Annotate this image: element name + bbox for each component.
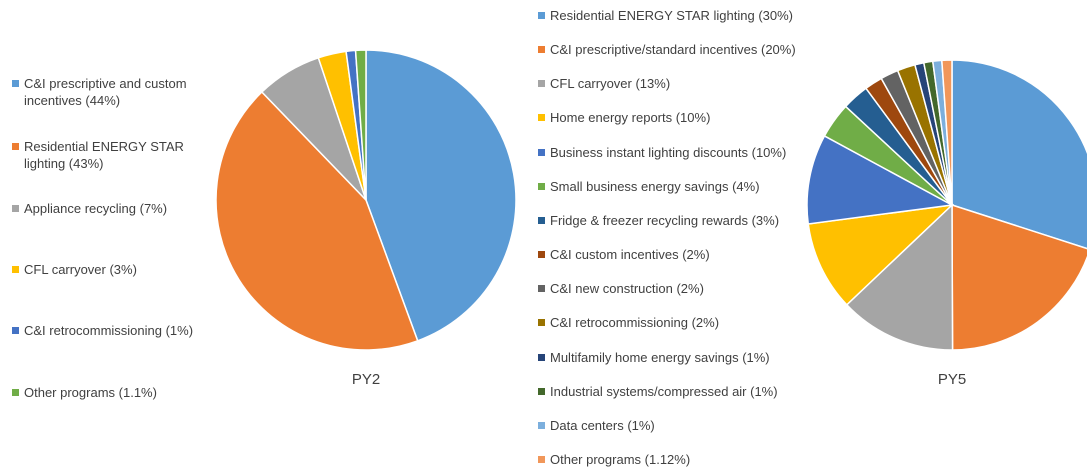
- legend-item: Residential ENERGY STAR lighting (43%): [12, 138, 219, 172]
- legend-item: Multifamily home energy savings (1%): [538, 349, 840, 366]
- legend-swatch: [538, 319, 545, 327]
- legend-label: Other programs (1.12%): [550, 451, 691, 467]
- legend-label: Industrial systems/compressed air (1%): [550, 383, 778, 399]
- legend-label: Home energy reports (10%): [550, 110, 711, 126]
- legend-label: CFL carryover (13%): [550, 76, 671, 92]
- legend-label: Business instant lighting discounts (10%…: [550, 144, 787, 160]
- legend-swatch: [538, 387, 545, 395]
- legend-swatch: [538, 455, 545, 463]
- legend-item: Other programs (1.1%): [12, 384, 219, 401]
- legend-swatch: [538, 80, 545, 88]
- legend-item: Home energy reports (10%): [538, 109, 840, 126]
- legend-label: C&I custom incentives (2%): [550, 247, 710, 263]
- chart-title: PY2: [352, 371, 380, 388]
- legend-label: Fridge & freezer recycling rewards (3%): [550, 212, 780, 228]
- legend-item: C&I custom incentives (2%): [538, 246, 840, 263]
- legend-label: CFL carryover (3%): [24, 262, 137, 277]
- legend-swatch: [538, 216, 545, 224]
- legend-swatch: [538, 251, 545, 259]
- legend-swatch: [538, 182, 545, 190]
- legend-item: C&I prescriptive and custom incentives (…: [12, 75, 219, 109]
- pie-slice: [951, 203, 1087, 351]
- pie-slice: [365, 49, 517, 342]
- pie-slice: [215, 90, 419, 351]
- legend-label: C&I retrocommissioning (1%): [24, 323, 194, 338]
- legend-item: C&I retrocommissioning (1%): [12, 322, 219, 339]
- pie-slice: [806, 134, 955, 225]
- legend-item: C&I prescriptive/standard incentives (20…: [538, 41, 840, 58]
- legend-label: C&I prescriptive/standard incentives (20…: [550, 42, 796, 58]
- legend-item: Business instant lighting discounts (10%…: [538, 144, 840, 161]
- legend-swatch: [12, 327, 19, 334]
- legend-item: Small business energy savings (4%): [538, 178, 840, 195]
- legend-item: Fridge & freezer recycling rewards (3%): [538, 212, 840, 229]
- legend-swatch: [12, 389, 19, 396]
- legend-item: Appliance recycling (7%): [12, 200, 219, 217]
- legend-item: Other programs (1.12%): [538, 451, 840, 468]
- legend-item: CFL carryover (3%): [12, 261, 219, 278]
- legend-item: Data centers (1%): [538, 417, 840, 434]
- legend-swatch: [538, 421, 545, 429]
- legend-item: Residential ENERGY STAR lighting (30%): [538, 7, 840, 24]
- legend-label: Residential ENERGY STAR lighting (30%): [550, 8, 794, 23]
- legend-label: Multifamily home energy savings (1%): [550, 349, 770, 365]
- legend-swatch: [538, 12, 545, 19]
- legend-label: C&I retrocommissioning (2%): [550, 315, 720, 331]
- legend-item: Industrial systems/compressed air (1%): [538, 383, 840, 400]
- legend-label: Data centers (1%): [550, 417, 655, 433]
- legend-swatch: [12, 266, 19, 273]
- legend-label: C&I prescriptive and custom incentives (…: [24, 76, 187, 108]
- legend-item: C&I new construction (2%): [538, 280, 840, 297]
- legend-label: Appliance recycling (7%): [24, 201, 168, 216]
- pie-slice: [951, 59, 1087, 250]
- legend-swatch: [538, 285, 545, 293]
- pie-slice: [845, 203, 954, 351]
- legend-swatch: [538, 114, 545, 122]
- pie-slice: [941, 59, 953, 206]
- pie-slice: [354, 49, 367, 201]
- legend-label: Other programs (1.1%): [24, 385, 157, 400]
- legend-swatch: [12, 205, 19, 212]
- legend-label: Small business energy savings (4%): [550, 178, 760, 194]
- legend-swatch: [538, 353, 545, 361]
- chart-title: PY5: [938, 371, 966, 388]
- legend-item: CFL carryover (13%): [538, 75, 840, 92]
- legend-item: C&I retrocommissioning (2%): [538, 314, 840, 331]
- pie-slice: [807, 203, 955, 306]
- legend-swatch: [538, 46, 545, 54]
- legend-label: C&I new construction (2%): [550, 281, 704, 297]
- legend-swatch: [12, 80, 19, 87]
- legend-swatch: [538, 148, 545, 156]
- legend-label: Residential ENERGY STAR lighting (43%): [24, 139, 184, 171]
- legend-swatch: [12, 143, 19, 150]
